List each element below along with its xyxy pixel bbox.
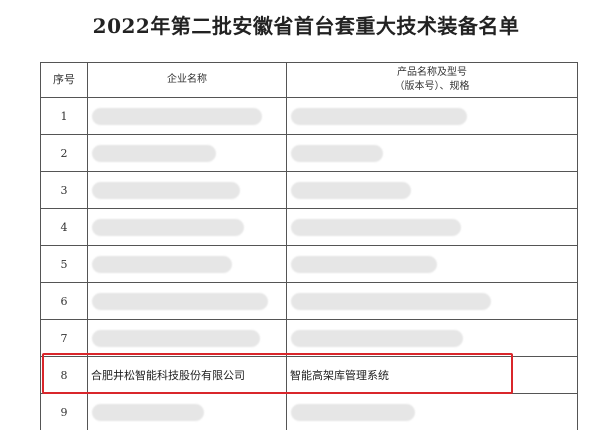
row-number: 7 — [41, 320, 88, 357]
header-product-name: 产品名称及型号 （版本号）、规格 — [287, 63, 578, 98]
table-row: 6 — [41, 283, 578, 320]
document-title: 2022年第二批安徽省首台套重大技术装备名单 — [0, 10, 612, 39]
product-cell — [287, 394, 578, 430]
table-row: 2 — [41, 135, 578, 172]
redacted-company — [92, 182, 240, 199]
company-cell — [88, 135, 287, 172]
product-cell — [287, 135, 578, 172]
row-number: 9 — [41, 394, 88, 430]
table-row: 1 — [41, 98, 578, 135]
redacted-product — [291, 256, 437, 273]
company-cell — [88, 98, 287, 135]
company-cell — [88, 394, 287, 430]
table-row: 3 — [41, 172, 578, 209]
redacted-company — [92, 404, 204, 421]
header-product-line2: （版本号）、规格 — [395, 81, 470, 92]
redacted-product — [291, 219, 461, 236]
row-number: 4 — [41, 209, 88, 246]
table-row: 7 — [41, 320, 578, 357]
redacted-company — [92, 108, 262, 125]
table-row: 5 — [41, 246, 578, 283]
redacted-company — [92, 330, 260, 347]
row-number: 6 — [41, 283, 88, 320]
redacted-product — [291, 145, 383, 162]
product-cell — [287, 209, 578, 246]
row-number: 3 — [41, 172, 88, 209]
row-number: 5 — [41, 246, 88, 283]
redacted-company — [92, 219, 244, 236]
highlight-box — [42, 353, 513, 394]
redacted-product — [291, 330, 463, 347]
redacted-company — [92, 256, 232, 273]
company-cell — [88, 172, 287, 209]
product-cell — [287, 98, 578, 135]
redacted-product — [291, 404, 415, 421]
row-number: 2 — [41, 135, 88, 172]
header-serial-number: 序号 — [41, 63, 88, 98]
product-cell — [287, 246, 578, 283]
company-cell — [88, 320, 287, 357]
header-company-name: 企业名称 — [88, 63, 287, 98]
redacted-product — [291, 182, 411, 199]
table-header-row: 序号 企业名称 产品名称及型号 （版本号）、规格 — [41, 63, 578, 98]
company-cell — [88, 209, 287, 246]
product-cell — [287, 283, 578, 320]
header-product-line1: 产品名称及型号 — [397, 67, 467, 78]
redacted-product — [291, 108, 467, 125]
product-cell — [287, 320, 578, 357]
redacted-product — [291, 293, 491, 310]
company-cell — [88, 246, 287, 283]
table-row: 4 — [41, 209, 578, 246]
redacted-company — [92, 293, 268, 310]
product-cell — [287, 172, 578, 209]
redacted-company — [92, 145, 216, 162]
row-number: 1 — [41, 98, 88, 135]
company-cell — [88, 283, 287, 320]
table-row: 9 — [41, 394, 578, 430]
